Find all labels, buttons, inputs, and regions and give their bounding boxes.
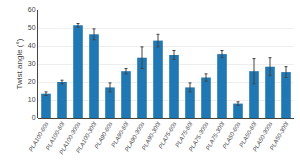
svg-text:PLA75-300l: PLA75-300l	[205, 120, 226, 151]
svg-text:0: 0	[32, 114, 36, 121]
svg-text:PLA75-60l: PLA75-60l	[174, 120, 194, 148]
svg-text:10: 10	[28, 96, 36, 103]
svg-text:30: 30	[28, 60, 36, 67]
svg-text:40: 40	[28, 42, 36, 49]
svg-text:PLA90-60s: PLA90-60s	[93, 121, 113, 150]
svg-text:PLA100-60s: PLA100-60s	[28, 121, 50, 153]
svg-text:PLA75-300s: PLA75-300s	[188, 121, 210, 153]
svg-text:Twist angle (°): Twist angle (°)	[15, 38, 24, 89]
svg-text:20: 20	[28, 78, 36, 85]
svg-text:PLA50-60s: PLA50-60s	[221, 121, 241, 150]
svg-text:PLA90-300l: PLA90-300l	[141, 120, 162, 151]
svg-text:PLA50-60l: PLA50-60l	[238, 120, 258, 148]
svg-text:PLA50-300l: PLA50-300l	[269, 120, 290, 151]
svg-text:PLA100-300s: PLA100-300s	[58, 121, 81, 156]
svg-text:PLA50-300s: PLA50-300s	[252, 121, 274, 153]
svg-text:PLA90-60l: PLA90-60l	[110, 120, 130, 148]
svg-text:PLA75-60s: PLA75-60s	[157, 121, 177, 150]
svg-text:50: 50	[28, 24, 36, 31]
svg-text:PLA100-60l: PLA100-60l	[45, 120, 66, 151]
svg-text:PLA90-300s: PLA90-300s	[124, 121, 146, 153]
svg-text:PLA100-300l: PLA100-300l	[75, 120, 98, 154]
svg-text:60: 60	[28, 6, 36, 13]
